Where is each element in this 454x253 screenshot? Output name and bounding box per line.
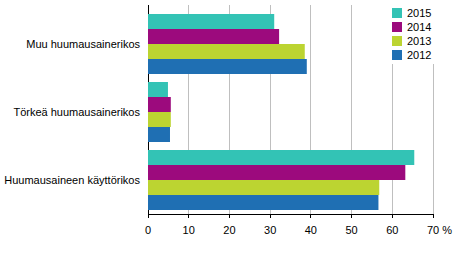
legend-swatch [392,36,402,46]
x-axis-line [148,214,433,215]
tick-label: 10 [183,224,195,236]
bar [148,97,171,112]
bar [148,165,405,180]
tick-label: 20 [223,224,235,236]
category-label: Huumausaineen käyttörikos [4,174,140,186]
tick-mark [433,214,434,218]
bar [148,195,378,210]
chart-svg: 0 10 20 30 40 50 60 70 % Muu huumausainerikos Tör… [0,0,454,253]
bar [148,127,170,142]
bars [148,14,414,210]
tick-label: 50 [345,224,357,236]
bar [148,150,414,165]
bar [148,29,279,44]
legend-swatch [392,22,402,32]
bar [148,44,305,59]
tick-mark [270,214,271,218]
bar [148,14,274,29]
tick-label: 70 % [427,224,452,236]
tick-label: 30 [264,224,276,236]
legend-background [389,4,451,64]
legend-label: 2012 [407,49,431,61]
tick-label: 40 [305,224,317,236]
tick-mark [148,214,149,218]
tick-mark [229,214,230,218]
bar [148,112,171,127]
tick-mark [351,214,352,218]
chart-container: 0 10 20 30 40 50 60 70 % Muu huumausainerikos Tör… [0,0,454,253]
legend-label: 2015 [407,7,431,19]
tick-label: 60 [386,224,398,236]
legend-swatch [392,50,402,60]
legend: 2015 2014 2013 2012 [389,4,451,64]
tick-mark [188,214,189,218]
category-label: Törkeä huumausainerikos [13,106,140,118]
bar [148,180,379,195]
tick-mark [392,214,393,218]
bar [148,82,168,97]
legend-label: 2013 [407,35,431,47]
legend-label: 2014 [407,21,431,33]
legend-swatch [392,8,402,18]
tick-mark [310,214,311,218]
tick-label: 0 [145,224,151,236]
bar [148,59,307,74]
category-label: Muu huumausainerikos [26,38,140,50]
